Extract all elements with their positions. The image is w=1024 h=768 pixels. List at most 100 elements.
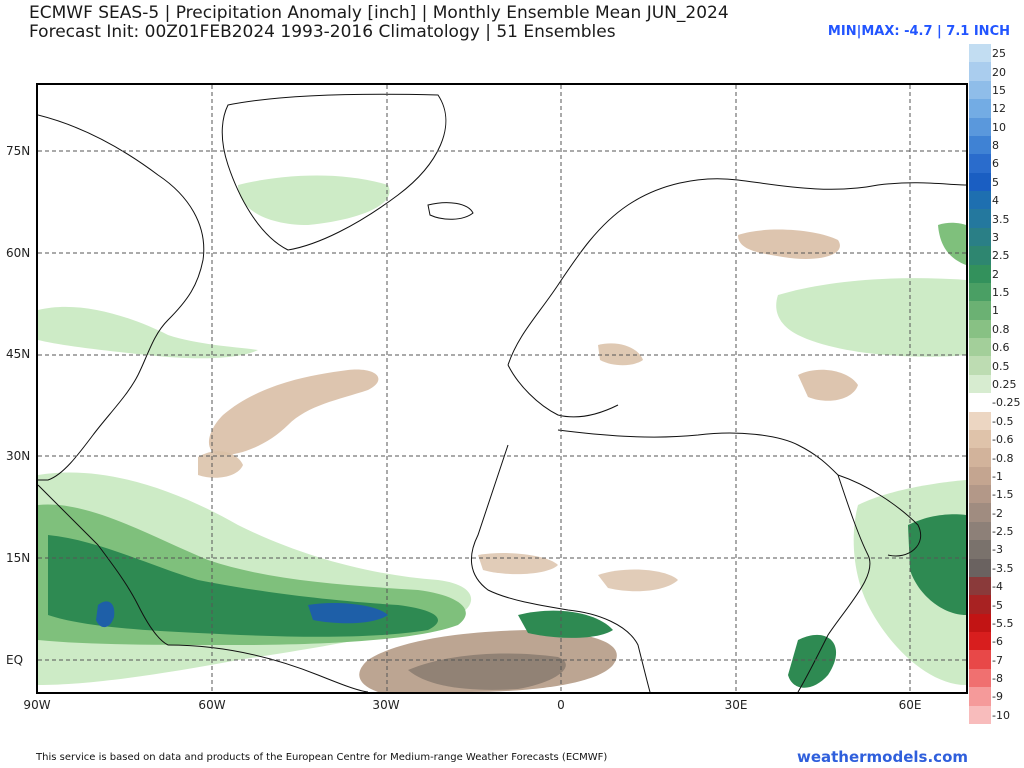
colorbar-label: -0.5 [992, 414, 1014, 428]
lon-label-30e: 30E [724, 698, 748, 712]
colorbar-swatch [969, 301, 991, 321]
wet-patch-gulf-guinea [518, 610, 613, 638]
lon-label-90w: 90W [23, 698, 51, 712]
colorbar-swatch [969, 117, 991, 137]
colorbar-swatch [969, 595, 991, 615]
brand-link[interactable]: weathermodels.com [796, 748, 968, 766]
colorbar-swatch [969, 429, 991, 449]
colorbar-label: 0.5 [992, 359, 1010, 373]
colorbar-swatch [969, 668, 991, 688]
colorbar-swatch [969, 393, 991, 413]
colorbar-swatch [969, 172, 991, 192]
map-canvas [38, 85, 966, 692]
colorbar-swatch [969, 411, 991, 431]
south-america-coast [167, 644, 369, 692]
colorbar-label: 8 [992, 139, 999, 153]
map-title: ECMWF SEAS-5 | Precipitation Anomaly [in… [29, 3, 729, 23]
colorbar-swatch [969, 356, 991, 376]
wet-patch-north-america-east [38, 306, 258, 359]
colorbar-swatch [969, 227, 991, 247]
colorbar-label: 1 [992, 304, 999, 318]
colorbar-label: -4 [992, 580, 1003, 594]
dry-patch-russia [738, 229, 840, 260]
lon-label-0: 0 [557, 698, 565, 712]
colorbar-swatch [969, 485, 991, 504]
east-africa-coast [797, 474, 871, 692]
dry-patch-africa-west [478, 553, 558, 575]
greenland-coast [221, 93, 447, 251]
colorbar-swatch [969, 209, 991, 229]
colorbar-swatch [969, 246, 991, 266]
colorbar-label: -5 [992, 598, 1003, 612]
colorbar-label: 6 [992, 157, 999, 171]
colorbar-swatch [969, 503, 991, 523]
colorbar-swatch [969, 576, 991, 596]
colorbar-swatch [969, 264, 991, 284]
colorbar-swatch [969, 540, 991, 560]
colorbar-label: -3 [992, 543, 1003, 557]
min-max-label: MIN|MAX: -4.7 | 7.1 INCH [827, 24, 1010, 39]
mediterranean-coast [557, 429, 839, 476]
dry-patch-caucasus [798, 369, 858, 401]
ecmwf-attribution: This service is based on data and produc… [36, 752, 608, 763]
gulf-of-mexico-coast [38, 484, 169, 646]
colorbar-label: -9 [992, 690, 1003, 704]
colorbar-swatch [969, 521, 991, 541]
colorbar-label: 0.6 [992, 341, 1010, 355]
colorbar-label: 3.5 [992, 212, 1010, 226]
wet-patch-greenland [238, 175, 390, 225]
colorbar-label: -7 [992, 653, 1003, 667]
wet-patch-northern-russia [776, 278, 966, 357]
colorbar-swatch [969, 466, 991, 486]
colorbar-label: 25 [992, 47, 1006, 61]
lat-label-30n: 30N [6, 449, 31, 463]
colorbar-label: 10 [992, 120, 1006, 134]
colorbar-label: -0.8 [992, 451, 1014, 465]
colorbar-label: -0.6 [992, 433, 1014, 447]
colorbar-swatch [969, 282, 991, 302]
coastlines [38, 93, 966, 692]
colorbar-swatch [969, 80, 991, 100]
colorbar-label: -1 [992, 469, 1003, 483]
colorbar-label: 3 [992, 230, 999, 244]
colorbar-label: 0.8 [992, 322, 1010, 336]
lat-label-60n: 60N [6, 246, 31, 260]
colorbar-label: -3.5 [992, 561, 1014, 575]
colorbar-swatch [969, 374, 991, 394]
graticule [38, 85, 966, 692]
iberia-coast [507, 364, 619, 418]
colorbar-swatch [969, 705, 991, 725]
colorbar-swatch [969, 687, 991, 707]
map-subtitle: Forecast Init: 00Z01FEB2024 1993-2016 Cl… [29, 22, 616, 42]
colorbar-swatch [969, 191, 991, 210]
wet-patch-deep-atlantic [308, 603, 388, 624]
dry-patch-central-atlantic [208, 369, 379, 456]
dry-patch-south-atlantic-core [408, 653, 566, 690]
colorbar-label: -10 [992, 708, 1010, 722]
colorbar-label: 12 [992, 102, 1006, 116]
wet-patch-deep-central-america [96, 601, 115, 628]
colorbar-label: -5.5 [992, 616, 1014, 630]
colorbar-label: -8 [992, 672, 1003, 686]
dry-patch-balkans [598, 343, 643, 366]
colorbar-swatch [969, 338, 991, 357]
lon-label-30w: 30W [372, 698, 400, 712]
colorbar-label: -6 [992, 635, 1003, 649]
lat-label-75n: 75N [6, 144, 31, 158]
wet-patch-east-africa [788, 634, 837, 688]
colorbar-label: -2.5 [992, 525, 1014, 539]
wet-patch-arabian-sea-dark [908, 514, 966, 615]
north-america-coast [38, 114, 205, 481]
colorbar-swatch [969, 99, 991, 118]
colorbar-label: 4 [992, 194, 999, 208]
colorbar-label: 15 [992, 83, 1006, 97]
dry-patch-africa-central [598, 569, 678, 592]
colorbar-legend: 25 20 15 12 10 8 6 5 4 3.5 3 2.5 2 1.5 1 0.8 0.6 0.5 0.25 -… [969, 44, 1024, 725]
colorbar-swatch [969, 448, 991, 468]
colorbar-label: 20 [992, 65, 1006, 79]
wet-patch-kara-sea [938, 222, 966, 265]
lon-label-60e: 60E [898, 698, 922, 712]
wet-anomaly-areas [38, 175, 966, 688]
colorbar-label: 2 [992, 267, 999, 281]
colorbar-label: 0.25 [992, 378, 1017, 391]
